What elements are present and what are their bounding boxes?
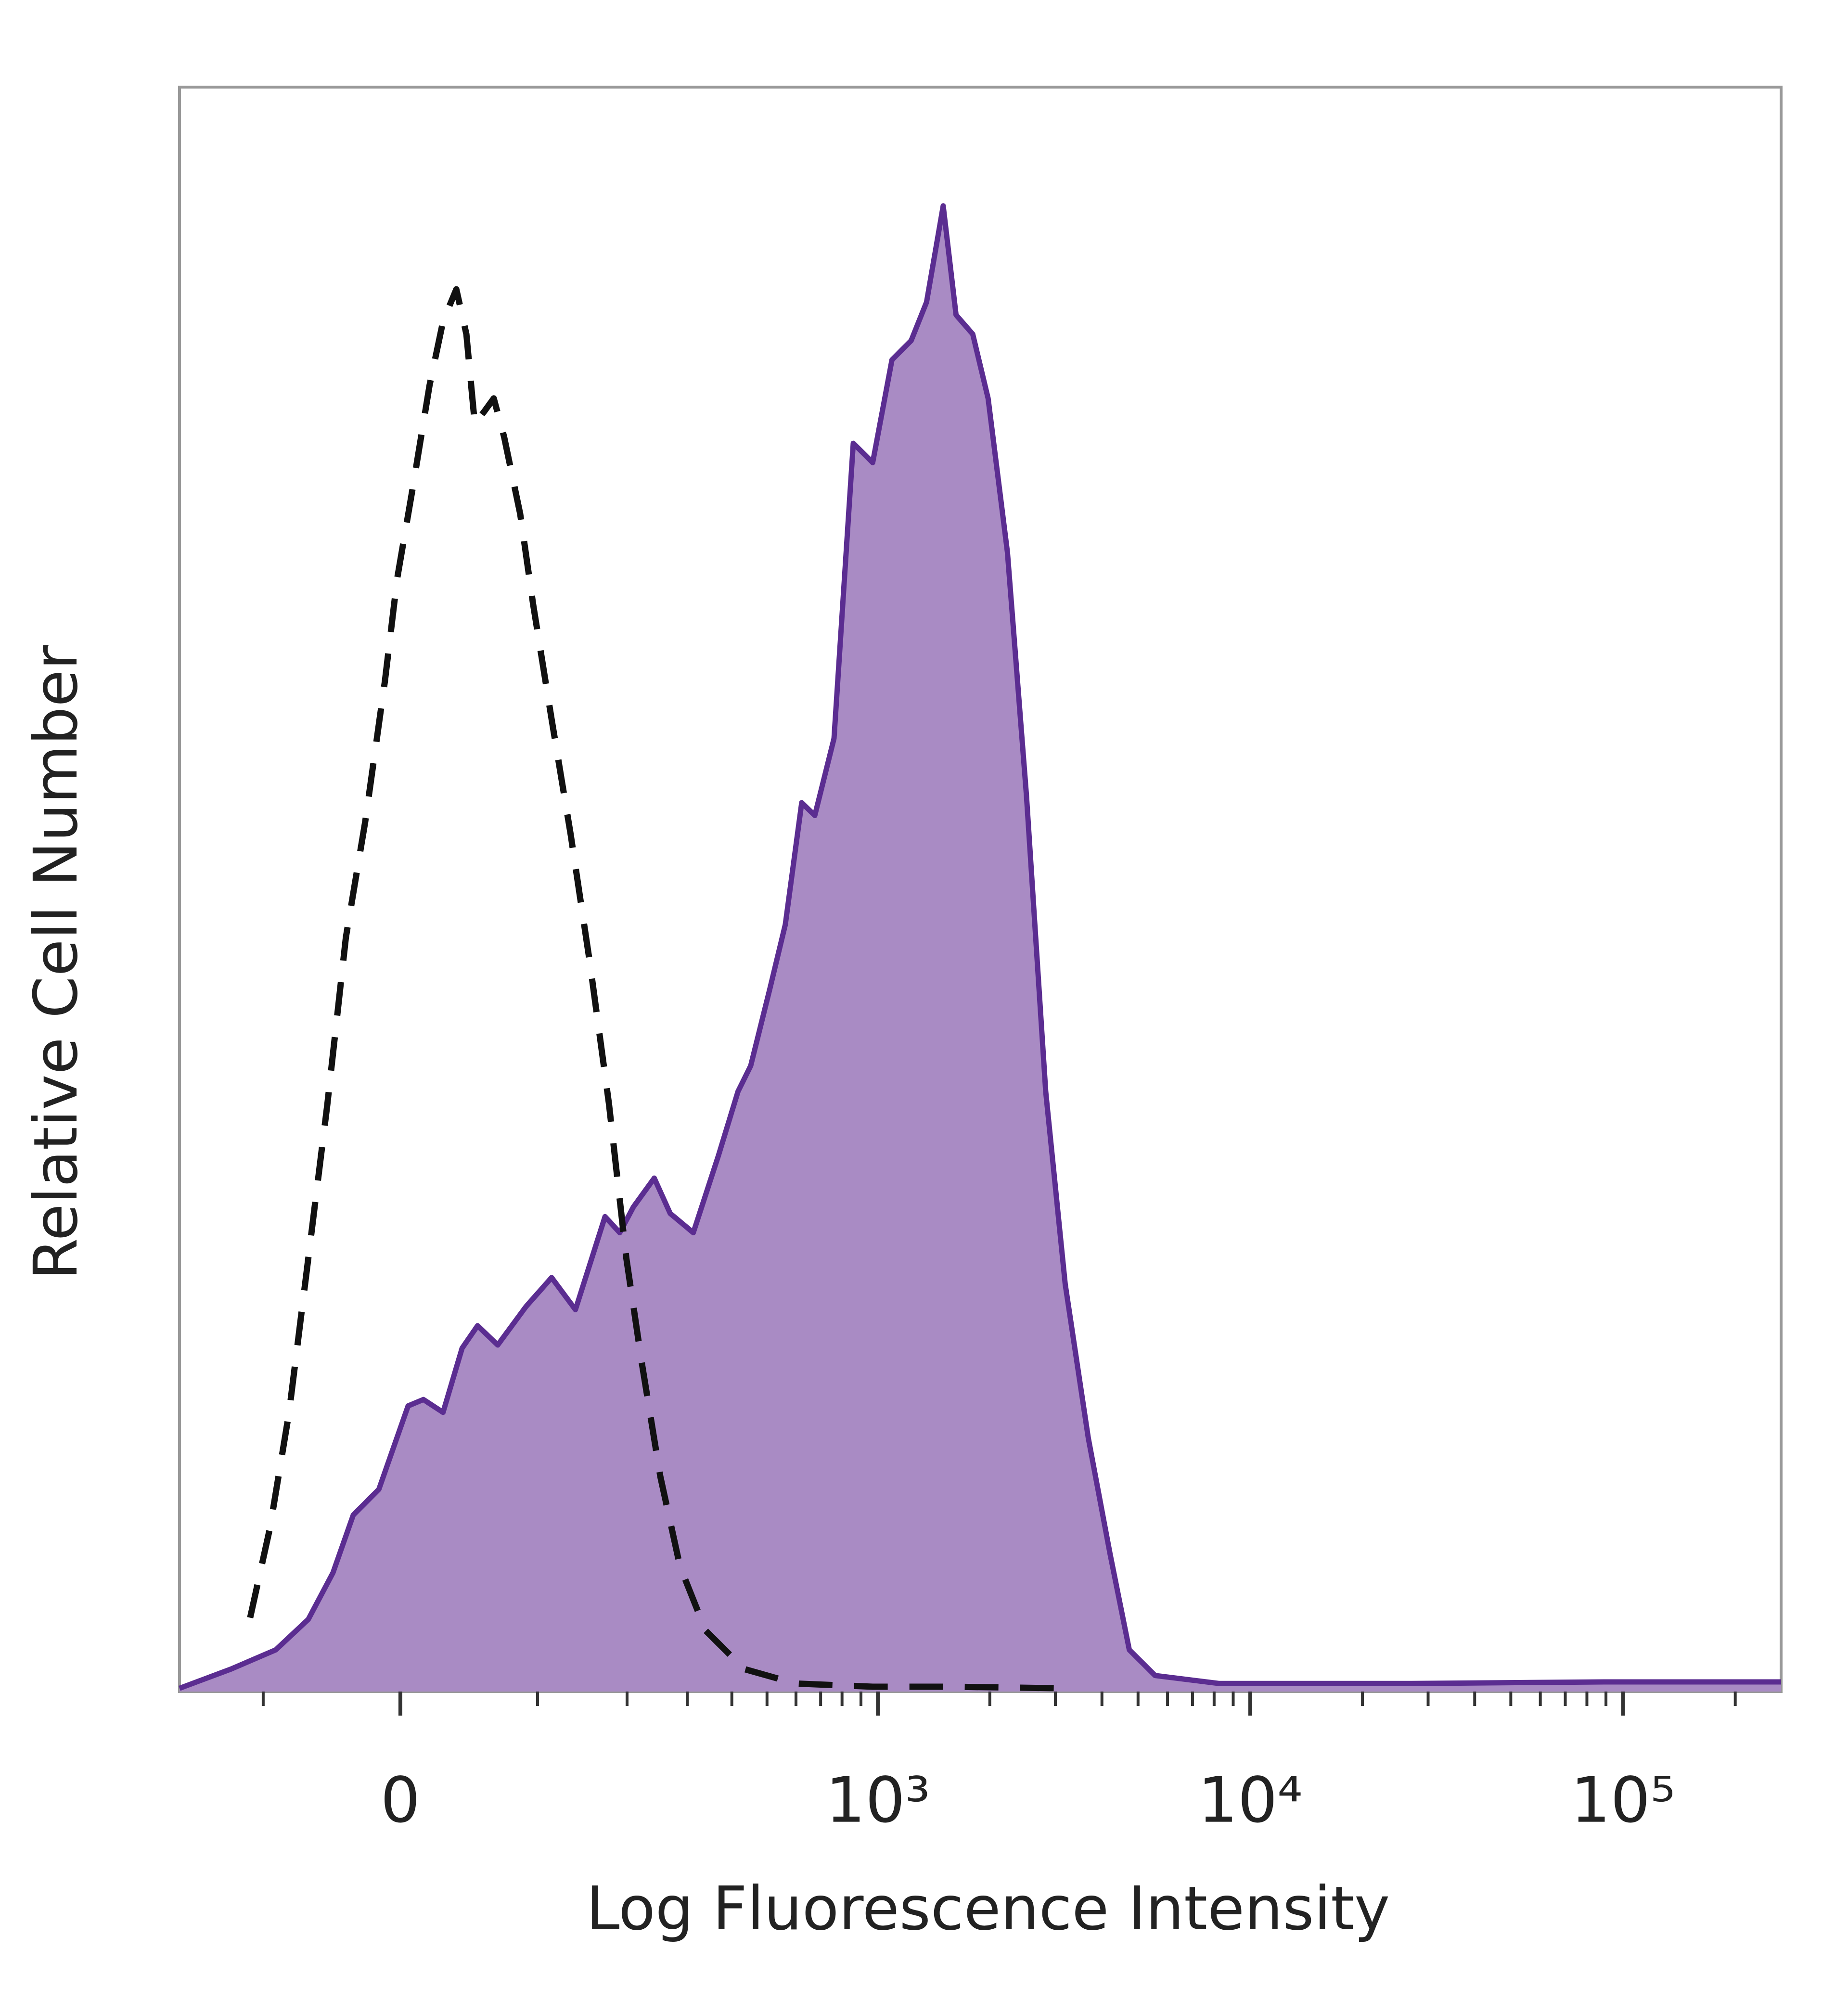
x-axis-label: Log Fluorescence Intensity xyxy=(586,1874,1390,1944)
y-axis-label: Relative Cell Number xyxy=(21,645,91,1280)
control-histogram xyxy=(247,286,1065,1692)
x-tick-label: 10⁵ xyxy=(1571,1764,1676,1837)
x-tick-label: 10⁴ xyxy=(1198,1764,1303,1837)
x-tick-label: 10³ xyxy=(825,1764,930,1837)
stained-histogram xyxy=(179,203,1781,1691)
x-tick-label: 0 xyxy=(381,1764,421,1837)
area-fill xyxy=(180,205,1781,1692)
